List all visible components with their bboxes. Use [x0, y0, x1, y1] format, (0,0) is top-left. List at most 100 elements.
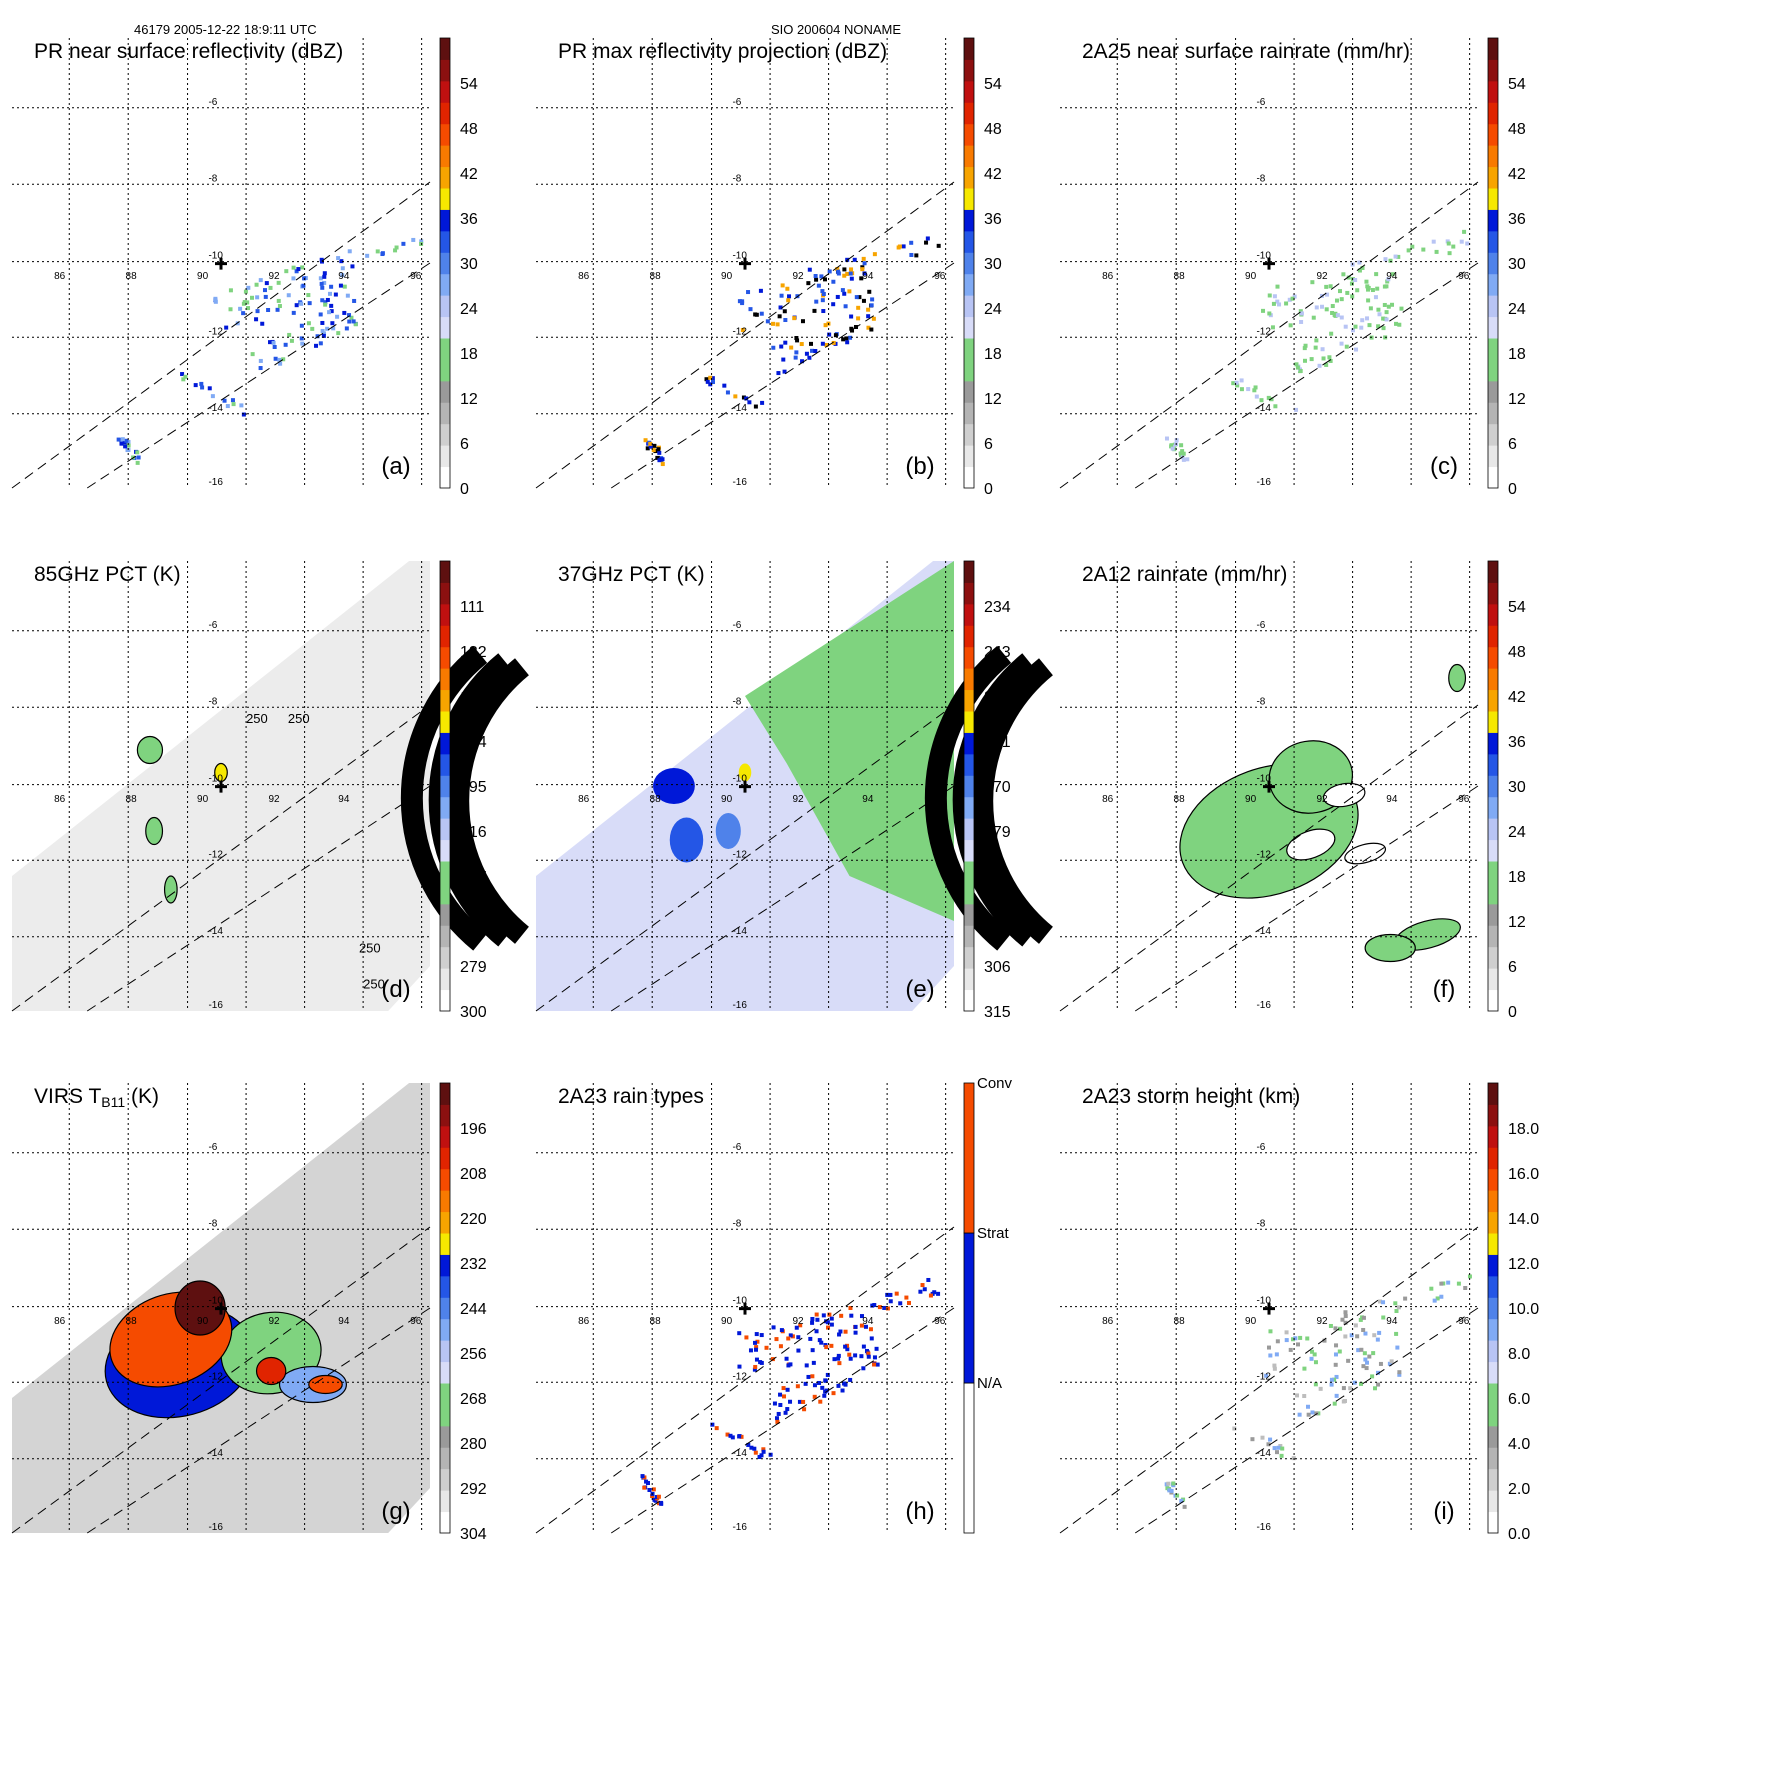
rain-pixel	[827, 1312, 832, 1317]
pr-swath-edges	[1059, 704, 1479, 1012]
colorbar-segment	[1488, 466, 1498, 489]
precip-blobs	[109, 1280, 343, 1395]
colorbar-tick-label: 30	[460, 256, 478, 273]
rain-pixel	[725, 390, 730, 395]
rain-pixel	[319, 259, 324, 264]
rain-pixel	[926, 1277, 931, 1282]
rain-pixel	[322, 274, 327, 279]
rain-pixel	[1386, 277, 1391, 282]
rain-pixel	[796, 1348, 801, 1353]
rain-pixel	[737, 1331, 742, 1336]
rain-pixel	[1447, 251, 1452, 256]
colorbar-segment	[440, 561, 450, 583]
rain-pixel	[1268, 1329, 1273, 1334]
rain-pixel	[1390, 302, 1395, 307]
rain-pixel	[775, 1419, 780, 1424]
lon-tick-label: 88	[650, 271, 662, 282]
rain-pixel	[1272, 1366, 1277, 1371]
rain-pixel	[310, 326, 315, 331]
rain-pixel	[327, 291, 332, 296]
colorbar-segment	[1488, 946, 1498, 969]
rain-pixel	[1328, 358, 1333, 363]
colorbar-segment	[964, 946, 974, 969]
rain-pixel	[1324, 284, 1329, 289]
lat-tick-label: -6	[1256, 97, 1265, 108]
swath-edge-line	[86, 262, 431, 489]
panel-title-subscript: B11	[101, 1094, 125, 1110]
rain-pixel	[1324, 307, 1329, 312]
lon-tick-label: 92	[1317, 1316, 1329, 1327]
rain-pixel	[849, 1313, 854, 1318]
colorbar-segment	[964, 380, 974, 403]
rain-pixel	[1364, 1366, 1369, 1371]
rain-pixel	[843, 1382, 848, 1387]
rain-pixel	[648, 444, 653, 449]
rain-pixel	[1268, 1353, 1273, 1358]
rain-pixel	[1170, 446, 1175, 451]
colorbar-segment	[1488, 1168, 1498, 1191]
rain-pixel	[819, 274, 824, 279]
colorbar-segment	[440, 1190, 450, 1213]
lon-tick-label: 94	[1386, 271, 1398, 282]
colorbar-segment	[1488, 732, 1498, 755]
rain-pixel	[287, 332, 292, 337]
rain-pixel	[758, 288, 763, 293]
rain-pixel	[801, 1399, 806, 1404]
colorbar-tick-label: 232	[460, 1256, 487, 1273]
colorbar-segment	[1488, 166, 1498, 189]
rain-pixel	[1362, 1351, 1367, 1356]
colorbar-segment	[440, 1511, 450, 1534]
colorbar-tick-label: 0	[984, 481, 993, 498]
rain-pixel	[291, 310, 296, 315]
lon-tick-label: 86	[578, 794, 590, 805]
rain-pixel	[758, 1360, 763, 1365]
contour-annotation: 250	[359, 941, 381, 956]
rain-pixel	[1239, 378, 1244, 383]
rain-pixel	[1346, 1358, 1351, 1363]
rain-pixel	[1389, 1359, 1394, 1364]
rain-pixel	[659, 1501, 664, 1506]
rain-pixel	[1246, 387, 1251, 392]
lat-tick-label: -14	[732, 1448, 747, 1459]
rain-pixel	[1377, 1330, 1382, 1335]
rain-pixel	[1272, 1446, 1277, 1451]
rain-pixel	[800, 319, 805, 324]
panel-title: VIRS TB11 (K)	[34, 1085, 159, 1110]
rain-pixel	[894, 1291, 899, 1296]
rain-pixel	[845, 1347, 850, 1352]
colorbar-segment	[1488, 711, 1498, 733]
colorbar-tick-label: 24	[1508, 824, 1526, 841]
rain-pixel	[1270, 325, 1275, 330]
colorbar-segment	[440, 338, 450, 360]
rain-pixel	[1465, 241, 1470, 246]
colorbar-tick-label: 48	[984, 121, 1002, 138]
rain-pixel	[753, 1450, 758, 1455]
colorbar-segment	[440, 273, 450, 296]
rain-pixel	[845, 340, 850, 345]
colorbar-segment	[1488, 753, 1498, 776]
rain-pixel	[761, 1449, 766, 1454]
colorbar-tick-label: 208	[460, 1166, 487, 1183]
lat-tick-label: -14	[208, 1448, 223, 1459]
lat-tick-label: -10	[208, 774, 223, 785]
lon-tick-label: 96	[934, 794, 946, 805]
colorbar-segment	[1488, 445, 1498, 468]
colorbar-segment	[964, 188, 974, 210]
rain-pixel	[825, 1320, 830, 1325]
rain-pixel	[264, 281, 269, 286]
rain-pixel	[823, 1389, 828, 1394]
rain-pixel	[757, 1455, 762, 1460]
rain-pixel	[1306, 1404, 1311, 1409]
rain-pixel	[1395, 1345, 1400, 1350]
rain-pixel	[1277, 302, 1282, 307]
panel-label: (a)	[381, 453, 410, 480]
rain-pixel	[258, 358, 263, 363]
panel-g: 86 88 90 92 94 96 -6 -8 -10 -12 -14 -16 VIRS TB11 (K…	[11, 1082, 487, 1543]
rain-pixel	[1344, 344, 1349, 349]
rain-pixel	[1288, 1347, 1293, 1352]
rain-pixel	[331, 326, 336, 331]
rain-pixel	[1377, 312, 1382, 317]
colorbar-tick-label: 10.0	[1508, 1301, 1539, 1318]
lat-tick-label: -12	[208, 1371, 223, 1382]
